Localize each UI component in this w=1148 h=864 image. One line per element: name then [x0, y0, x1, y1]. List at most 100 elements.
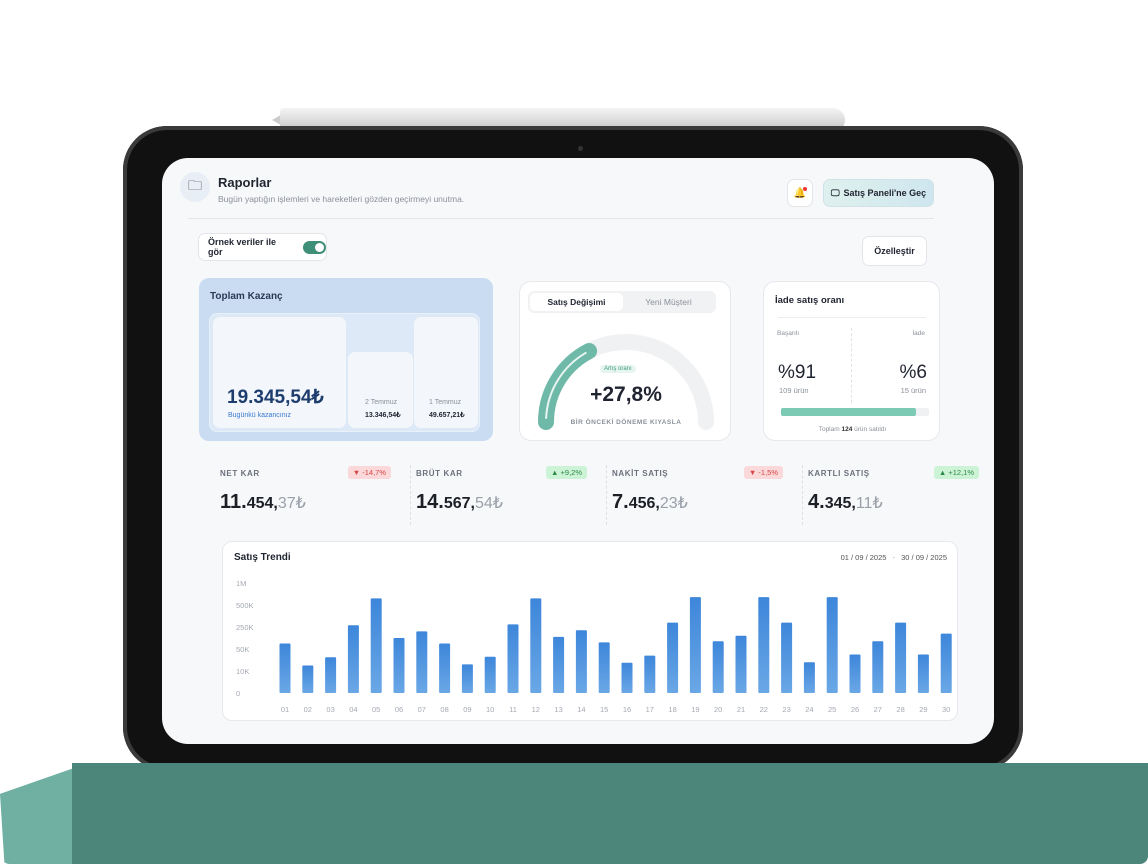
x-tick-label: 05	[372, 705, 380, 714]
kpi-3: KARTLI SATIŞ ▲ +12,1% 4.345,11₺	[808, 465, 993, 525]
triangle-up-icon: ▲	[938, 468, 947, 477]
date-start[interactable]: 01 / 09 / 2025	[840, 553, 887, 562]
return-progress-fill	[781, 408, 916, 416]
camera-icon	[578, 146, 583, 151]
bar-22[interactable]	[758, 597, 770, 693]
x-tick-label: 27	[874, 705, 882, 714]
header-divider	[188, 218, 934, 219]
increase-rate-chip: Artış oranı	[600, 365, 636, 373]
page-title: Raporlar	[218, 175, 272, 190]
total-sold-count: 124	[841, 426, 853, 433]
bar-21[interactable]	[735, 635, 747, 693]
date-end[interactable]: 30 / 09 / 2025	[901, 553, 947, 562]
x-tick-label: 13	[554, 705, 562, 714]
bar-05[interactable]	[370, 598, 382, 693]
kpi-decimals: 37₺	[277, 495, 306, 512]
bar-25[interactable]	[826, 597, 838, 693]
tab-sales-change[interactable]: Satış Değişimi	[530, 293, 623, 311]
sales-panel-button[interactable]: 🖵 Satış Paneli'ne Geç	[823, 179, 934, 207]
toggle-switch[interactable]	[302, 240, 326, 254]
bar-26[interactable]	[849, 654, 861, 694]
y-tick-label: 250K	[236, 623, 254, 632]
y-tick-label: 0	[236, 689, 240, 698]
bar-07[interactable]	[416, 631, 428, 693]
sales-panel-label: Satış Paneli'ne Geç	[843, 188, 927, 198]
kpi-mid: 456,	[628, 495, 660, 512]
tab-new-customers[interactable]: Yeni Müşteri	[645, 297, 692, 307]
sample-data-label: Örnek veriler ile gör	[208, 237, 277, 257]
sales-trend-chart: 0 10K 50K 250K 500K 1M 01 02 03 04 05 06 07 08 09 10 11 1…	[236, 579, 952, 714]
y-tick-label: 500K	[236, 601, 254, 610]
kpi-change: +9,2%	[560, 468, 582, 477]
bar-06[interactable]	[393, 638, 405, 693]
success-percent: %91	[778, 362, 817, 383]
x-tick-label: 09	[463, 705, 471, 714]
x-tick-label: 18	[668, 705, 676, 714]
y-tick-label: 50K	[236, 645, 249, 654]
bar-14[interactable]	[575, 630, 587, 693]
divider	[851, 328, 852, 403]
total-sold-text: Toplam 124 ürün satıldı	[764, 426, 941, 433]
x-tick-label: 07	[418, 705, 426, 714]
bar-02[interactable]	[302, 665, 314, 694]
sample-data-toggle[interactable]: Örnek veriler ile gör	[198, 233, 327, 261]
kpi-label: BRÜT KAR	[416, 469, 463, 478]
return-progress-bar	[781, 408, 929, 416]
kpi-2: NAKİT SATIŞ ▼ -1,5% 7.456,23₺	[612, 465, 803, 525]
kpi-int: 7.	[612, 491, 629, 513]
notification-button[interactable]: 🔔	[787, 179, 813, 207]
bar-03[interactable]	[325, 657, 337, 693]
x-tick-label: 11	[509, 705, 517, 714]
bar-08[interactable]	[439, 643, 451, 694]
customize-button[interactable]: Özelleştir	[862, 236, 927, 266]
total-earnings-card: Toplam Kazanç 19.345,54₺ Bugünkü kazancı…	[199, 278, 493, 441]
x-tick-label: 25	[828, 705, 836, 714]
bar-29[interactable]	[917, 654, 929, 694]
x-tick-label: 10	[486, 705, 494, 714]
bar-12[interactable]	[530, 598, 542, 693]
return-count: 15 ürün	[900, 386, 926, 395]
page-subtitle: Bugün yaptığın işlemleri ve hareketleri …	[218, 194, 465, 204]
bar-10[interactable]	[484, 656, 496, 693]
triangle-up-icon: ▲	[550, 468, 559, 477]
date-range-picker[interactable]: 01 / 09 / 2025 - 30 / 09 / 2025	[841, 553, 947, 562]
bar-23[interactable]	[781, 622, 793, 693]
bar-11[interactable]	[507, 624, 519, 693]
x-tick-label: 17	[646, 705, 654, 714]
x-tick-label: 26	[851, 705, 859, 714]
kpi-value: 7.456,23₺	[612, 491, 688, 514]
bar-30[interactable]	[940, 633, 952, 693]
bar-17[interactable]	[644, 655, 656, 693]
bar-28[interactable]	[895, 622, 907, 693]
bar-27[interactable]	[872, 641, 884, 693]
bar-19[interactable]	[689, 597, 701, 693]
kpi-label: NAKİT SATIŞ	[612, 469, 669, 478]
gauge-chart	[538, 334, 714, 430]
today-earnings-tile: 19.345,54₺ Bugünkü kazancınız	[213, 317, 346, 428]
x-tick-label: 29	[919, 705, 927, 714]
success-label: Başarılı	[777, 330, 800, 337]
kpi-change-badge: ▲ +12,1%	[933, 466, 979, 479]
earnings-panel: 19.345,54₺ Bugünkü kazancınız 2 Temmuz 1…	[209, 313, 480, 432]
bar-20[interactable]	[712, 641, 724, 693]
bar-01[interactable]	[279, 643, 291, 694]
return-label: İade	[912, 330, 925, 337]
x-tick-label: 12	[532, 705, 540, 714]
bell-icon: 🔔	[793, 186, 808, 199]
bar-24[interactable]	[803, 662, 815, 693]
bar-15[interactable]	[598, 642, 610, 693]
bar-13[interactable]	[553, 636, 565, 693]
bar-04[interactable]	[347, 625, 359, 693]
sales-trend-card: Satış Trendi 01 / 09 / 2025 - 30 / 09 / …	[222, 541, 958, 721]
kpi-int: 4.	[808, 491, 825, 513]
x-tick-label: 15	[600, 705, 608, 714]
bar-09[interactable]	[461, 664, 473, 693]
earnings-day-value: 49.657,21₺	[429, 412, 465, 419]
x-tick-label: 08	[440, 705, 448, 714]
kpi-decimals: 11₺	[855, 495, 883, 512]
monitor-icon: 🖵	[830, 187, 840, 198]
sales-change-card: Satış Değişimi Yeni Müşteri Artış oranı …	[519, 281, 731, 441]
bar-18[interactable]	[667, 622, 679, 693]
gauge-track	[538, 334, 714, 430]
bar-16[interactable]	[621, 662, 633, 693]
